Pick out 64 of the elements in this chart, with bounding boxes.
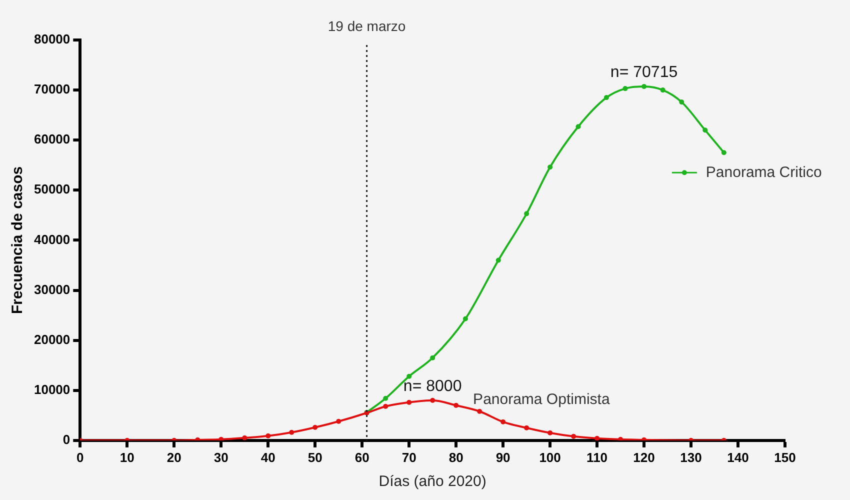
x-tick-label: 40 — [260, 450, 276, 465]
x-tick-label: 50 — [308, 450, 322, 465]
point — [576, 124, 581, 130]
point — [406, 400, 412, 405]
point — [383, 396, 388, 401]
point — [218, 436, 224, 440]
point — [430, 398, 436, 403]
point — [679, 100, 684, 105]
point — [594, 436, 600, 440]
point — [383, 404, 388, 409]
y-tick-label: 60000 — [34, 132, 70, 147]
x-tick-label: 70 — [402, 450, 416, 465]
point — [496, 258, 501, 263]
ref-line-label: 19 de marzo — [328, 18, 406, 34]
point — [524, 211, 530, 216]
annotation: n= 70715 — [610, 64, 678, 81]
legend-label: Panorama Critico — [706, 164, 822, 181]
point — [571, 434, 576, 439]
x-tick-label: 130 — [680, 450, 702, 465]
point — [604, 95, 609, 100]
x-tick-label: 120 — [633, 450, 655, 465]
point — [266, 433, 271, 438]
point — [336, 418, 342, 424]
point — [454, 402, 459, 408]
y-tick-label: 0 — [62, 432, 70, 447]
point — [430, 355, 436, 360]
y-tick-label: 40000 — [34, 232, 70, 247]
x-tick-label: 30 — [214, 450, 228, 465]
point — [406, 374, 412, 379]
x-tick-label: 150 — [774, 450, 796, 465]
point — [548, 430, 553, 436]
point — [462, 316, 468, 322]
point — [721, 150, 726, 156]
x-tick-label: 10 — [120, 450, 134, 465]
point — [500, 419, 506, 424]
x-tick-label: 0 — [76, 450, 84, 465]
y-tick-label: 70000 — [34, 82, 70, 97]
point — [312, 424, 318, 430]
point — [548, 164, 553, 170]
x-tick-label: 60 — [354, 450, 370, 465]
y-tick-label: 20000 — [34, 332, 70, 347]
x-tick-label: 90 — [496, 450, 510, 465]
x-tick-label: 100 — [539, 450, 561, 465]
x-tick-label: 80 — [448, 450, 464, 465]
point — [289, 430, 294, 435]
y-tick-label: 50000 — [34, 182, 70, 197]
point — [477, 408, 482, 414]
series-label: Panorama Optimista — [473, 391, 610, 408]
x-tick-label: 20 — [166, 450, 182, 465]
point — [702, 128, 708, 133]
x-tick-label: 110 — [586, 450, 608, 465]
y-axis-title: Frecuencia de casos — [9, 166, 26, 314]
annotation: n= 8000 — [403, 378, 462, 395]
point — [622, 86, 628, 92]
x-tick-label: 140 — [727, 450, 749, 465]
point — [618, 436, 624, 440]
y-tick-label: 10000 — [34, 382, 70, 397]
y-tick-label: 30000 — [34, 282, 70, 297]
point — [242, 435, 248, 440]
point — [642, 84, 647, 89]
point — [660, 88, 666, 93]
point — [524, 425, 530, 430]
x-axis-title: Días (año 2020) — [378, 473, 486, 490]
y-tick-label: 80000 — [34, 32, 70, 47]
